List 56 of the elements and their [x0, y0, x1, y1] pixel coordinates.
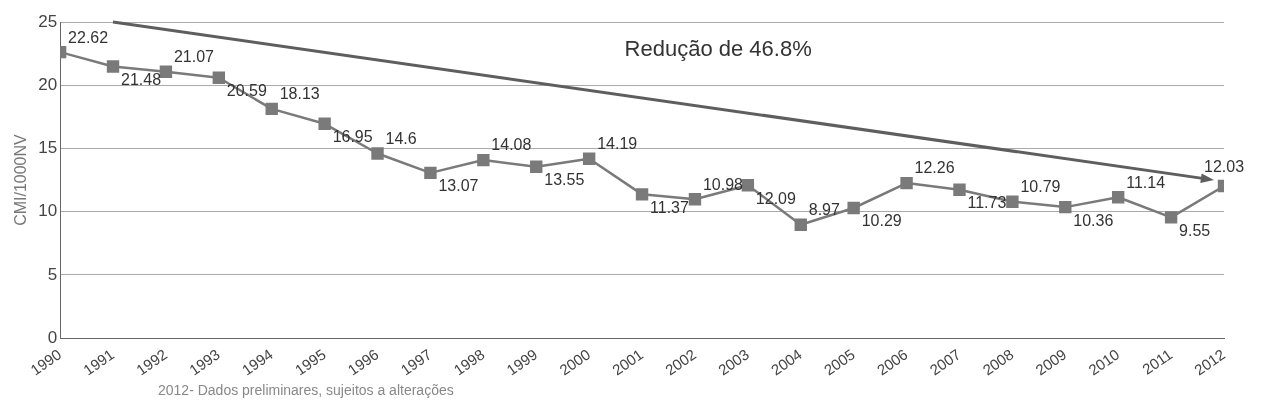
point	[318, 117, 331, 130]
y-tick-label: 5	[47, 264, 58, 284]
y-tick-label: 20	[38, 74, 58, 94]
point	[424, 166, 437, 180]
data-label: 11.37	[650, 198, 690, 216]
x-tick-label: 1993	[185, 345, 223, 379]
point	[1006, 195, 1019, 208]
y-axis-title: CMI/1000NV	[12, 133, 30, 226]
data-label: 13.07	[438, 177, 479, 195]
point	[1059, 200, 1072, 214]
point	[635, 188, 649, 201]
data-label: 10.36	[1073, 211, 1114, 229]
annotation: Redução de 46.8%	[624, 36, 812, 62]
point	[159, 65, 173, 78]
x-tick-label: 1991	[80, 345, 118, 379]
point	[900, 176, 913, 190]
data-label: 14.6	[385, 129, 417, 147]
x-tick-label: 1990	[27, 345, 65, 379]
point	[688, 193, 702, 206]
point	[1111, 191, 1125, 204]
data-label: 18.13	[279, 85, 320, 103]
data-label: 12.03	[1203, 158, 1245, 176]
point	[477, 153, 490, 167]
point	[371, 147, 384, 160]
y-tick-label: 0	[47, 327, 58, 347]
data-label: 14.19	[597, 135, 638, 153]
data-label: 13.55	[544, 171, 585, 189]
data-label: 11.73	[967, 194, 1007, 212]
data-label: 10.29	[861, 212, 902, 230]
x-tick-label: 1998	[450, 345, 488, 379]
point	[847, 201, 860, 215]
data-label: 14.08	[491, 136, 532, 154]
x-tick-label: 1996	[344, 345, 382, 379]
point	[1164, 211, 1178, 224]
y-tick-label: 10	[38, 201, 58, 221]
point	[582, 152, 596, 165]
x-tick-label: 1992	[132, 345, 171, 379]
x-tick-label: 2011	[1139, 345, 1176, 378]
data-label: 8.97	[808, 201, 841, 219]
y-tick-label: 15	[38, 138, 58, 158]
point	[794, 218, 807, 231]
point	[265, 102, 278, 116]
text: 2012- Dados preliminares, sujeitos a alterações	[158, 381, 454, 398]
point	[106, 60, 120, 73]
point	[530, 160, 543, 173]
data-label: 10.79	[1020, 178, 1061, 196]
data-label: 22.62	[68, 28, 109, 46]
data-label: 21.48	[121, 70, 162, 88]
data-label: 11.14	[1126, 173, 1166, 191]
data-label: 12.26	[914, 159, 955, 177]
point	[953, 183, 966, 196]
x-tick-label: 1999	[503, 345, 541, 379]
data-label: 9.55	[1179, 221, 1211, 239]
y-tick-label: 25	[38, 11, 58, 31]
data-label: 21.07	[173, 48, 215, 66]
point	[212, 71, 226, 84]
